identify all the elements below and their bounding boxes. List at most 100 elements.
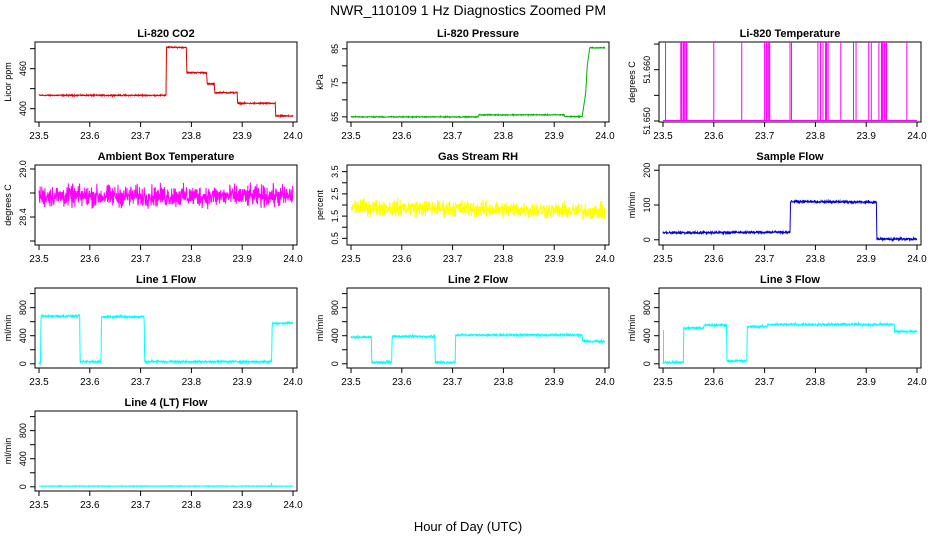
- series-line: [38, 45, 294, 119]
- x-tick-label: 23.6: [80, 377, 100, 388]
- series-line: [662, 198, 918, 243]
- x-tick-label: 23.5: [29, 377, 49, 388]
- x-tick-label: 23.5: [29, 500, 49, 511]
- panel-7: Line 1 Flow 0 400 800 ml/min 23.5 23.6 23.7 23.8…: [3, 274, 303, 388]
- x-tick-label: 23.5: [653, 131, 673, 142]
- x-tick-label: 23.6: [704, 131, 724, 142]
- x-tick-label: 24.0: [907, 254, 927, 265]
- panel-title: Line 1 Flow: [136, 274, 196, 286]
- x-tick-label: 23.7: [131, 254, 151, 265]
- y-tick-label: 75: [330, 78, 340, 88]
- plot-frame: [34, 287, 298, 369]
- y-tick-label: 800: [18, 423, 28, 438]
- panel-8: Line 2 Flow 0 400 800 ml/min 23.5 23.6 23.7 23.8…: [315, 274, 615, 388]
- plot-frame: [34, 410, 298, 492]
- series-line: [38, 482, 294, 488]
- y-tick-label: 0: [642, 361, 652, 366]
- y-tick-label: 0: [18, 484, 28, 489]
- panel-title: Line 4 (LT) Flow: [125, 397, 208, 409]
- y-tick-label: 0: [18, 361, 28, 366]
- x-tick-label: 23.7: [131, 131, 151, 142]
- x-tick-label: 23.8: [182, 377, 202, 388]
- y-tick-label: 400: [18, 451, 28, 466]
- series-line: [350, 332, 606, 366]
- x-tick-label: 23.7: [131, 377, 151, 388]
- x-tick-label: 23.9: [544, 377, 564, 388]
- panel-6: Sample Flow 0 100 200 ml/min 23.5 23.6 23.7 23.8…: [627, 151, 927, 265]
- x-tick-label: 23.8: [806, 254, 826, 265]
- y-tick-label: 100: [642, 197, 652, 212]
- x-tick-label: 24.0: [283, 254, 303, 265]
- x-tick-label: 23.5: [341, 254, 361, 265]
- y-tick-label: 29.0: [18, 160, 28, 178]
- plot-frame: [346, 287, 610, 369]
- x-tick-label: 23.8: [494, 131, 514, 142]
- y-tick-label: 28.4: [18, 208, 28, 226]
- x-tick-label: 23.9: [232, 254, 252, 265]
- x-axis-title: Hour of Day (UTC): [414, 519, 522, 534]
- x-tick-label: 23.5: [341, 131, 361, 142]
- x-tick-label: 24.0: [595, 131, 615, 142]
- y-tick-label: 400: [18, 101, 28, 116]
- x-tick-label: 23.6: [704, 254, 724, 265]
- panel-title: Li-820 Temperature: [740, 28, 841, 40]
- y-tick-label: 0: [642, 237, 652, 242]
- panel-4: Ambient Box Temperature 28.4 29.0 degrees C…: [3, 151, 303, 265]
- plot-frame: [658, 287, 922, 369]
- panel-title: Line 3 Flow: [760, 274, 820, 286]
- x-tick-label: 23.9: [856, 377, 876, 388]
- panel-9: Line 3 Flow 0 400 800 ml/min 23.5 23.6 23.7 23.8…: [627, 274, 927, 388]
- x-tick-label: 23.7: [443, 377, 463, 388]
- x-tick-label: 23.6: [392, 377, 412, 388]
- x-tick-label: 24.0: [595, 377, 615, 388]
- panel-2: Li-820 Pressure 65 75 85 kPa 23.5 23.6 23.7 23.8…: [315, 28, 615, 142]
- panel-title: Sample Flow: [756, 151, 824, 163]
- figure-title: NWR_110109 1 Hz Diagnostics Zoomed PM: [330, 2, 606, 18]
- series-line: [38, 313, 294, 366]
- y-axis-label: Licor ppm: [3, 62, 13, 102]
- y-tick-label: 85: [330, 44, 340, 54]
- x-tick-label: 23.9: [856, 131, 876, 142]
- x-tick-label: 24.0: [907, 131, 927, 142]
- series-line: [350, 45, 606, 120]
- x-tick-label: 23.5: [341, 377, 361, 388]
- x-tick-label: 23.6: [80, 500, 100, 511]
- x-tick-label: 23.6: [392, 131, 412, 142]
- x-tick-label: 23.5: [653, 254, 673, 265]
- x-tick-label: 23.5: [29, 131, 49, 142]
- y-tick-label: 800: [330, 300, 340, 315]
- x-tick-label: 23.9: [856, 254, 876, 265]
- y-tick-label: 800: [18, 300, 28, 315]
- y-tick-label: 400: [330, 328, 340, 343]
- x-tick-label: 23.8: [494, 254, 514, 265]
- panel-10: Line 4 (LT) Flow 0 400 800 ml/min 23.5 23.6 23.…: [3, 397, 303, 511]
- x-tick-label: 23.7: [443, 254, 463, 265]
- panel-title: Ambient Box Temperature: [98, 151, 235, 163]
- x-tick-label: 23.9: [232, 377, 252, 388]
- y-axis-label: ml/min: [3, 315, 13, 342]
- panel-title: Li-820 CO2: [137, 28, 194, 40]
- x-tick-label: 24.0: [907, 377, 927, 388]
- plot-frame: [34, 164, 298, 246]
- series-line: [663, 42, 917, 121]
- x-tick-label: 24.0: [283, 131, 303, 142]
- plot-frame: [34, 41, 298, 123]
- panel-title: Li-820 Pressure: [437, 28, 519, 40]
- x-tick-label: 24.0: [283, 500, 303, 511]
- y-tick-label: 400: [18, 328, 28, 343]
- panel-title: Gas Stream RH: [438, 151, 518, 163]
- x-tick-label: 23.6: [704, 377, 724, 388]
- x-tick-label: 23.9: [232, 131, 252, 142]
- x-tick-label: 23.6: [80, 131, 100, 142]
- x-tick-label: 24.0: [595, 254, 615, 265]
- x-tick-label: 23.9: [232, 500, 252, 511]
- y-axis-label: percent: [315, 189, 325, 220]
- y-axis-label: ml/min: [3, 438, 13, 465]
- x-tick-label: 24.0: [283, 377, 303, 388]
- y-axis-label: ml/min: [315, 315, 325, 342]
- panel-5: Gas Stream RH 0.5 1.5 2.5 3.5 percent 23.5 23.6…: [315, 151, 615, 265]
- y-tick-label: 1.5: [330, 210, 340, 223]
- panel-title: Line 2 Flow: [448, 274, 508, 286]
- y-axis-label: ml/min: [627, 315, 637, 342]
